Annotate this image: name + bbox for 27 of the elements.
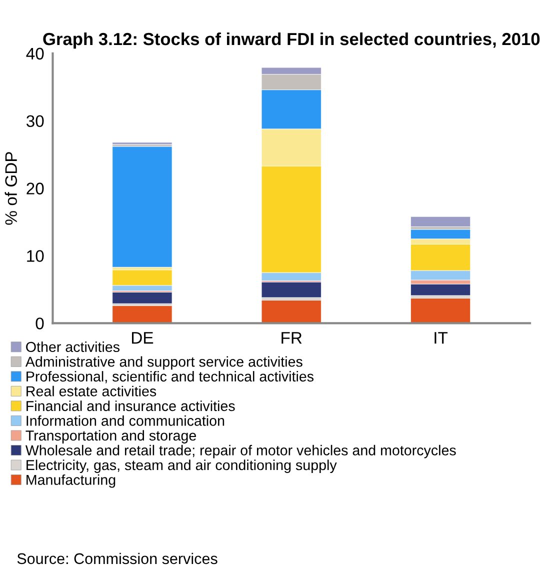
legend-label: Wholesale and retail trade; repair of motor vehicles and motorcycles [25,444,456,458]
bar [410,284,471,296]
y-tick-label: 40 [26,48,44,60]
y-tick-label: 0 [36,318,44,330]
y-tick-label: 20 [26,182,44,194]
x-tick-label: FR [282,332,302,344]
x-tick-label: IT [434,332,448,344]
chart-title: Graph 3.12: Stocks of inward FDI in selected countries, 2010 [43,32,540,49]
legend-label: Real estate activities [26,386,156,396]
legend-label: Financial and insurance activities [26,400,235,412]
legend-label: Transportation and storage [26,430,196,444]
bar [112,305,172,324]
bar [112,146,172,268]
legend-label: Electricity, gas, steam and air conditioning supply [26,460,337,473]
y-tick-label: 10 [27,250,44,262]
legend-label: Information and communication [26,415,224,426]
bar [261,300,322,324]
y-axis-title: % of GDP [4,152,18,225]
legend-label: Professional, scientific and technical activities [26,371,314,384]
legend-label: Manufacturing [26,474,116,488]
x-tick-label: DE [132,332,154,344]
legend-label: Administrative and support service activities [25,356,302,370]
source-note: Source: Commission services [17,552,218,564]
y-tick-label: 30 [26,115,44,128]
bar [410,298,471,324]
bar [410,216,471,227]
legend-label: Other activities [26,342,120,352]
